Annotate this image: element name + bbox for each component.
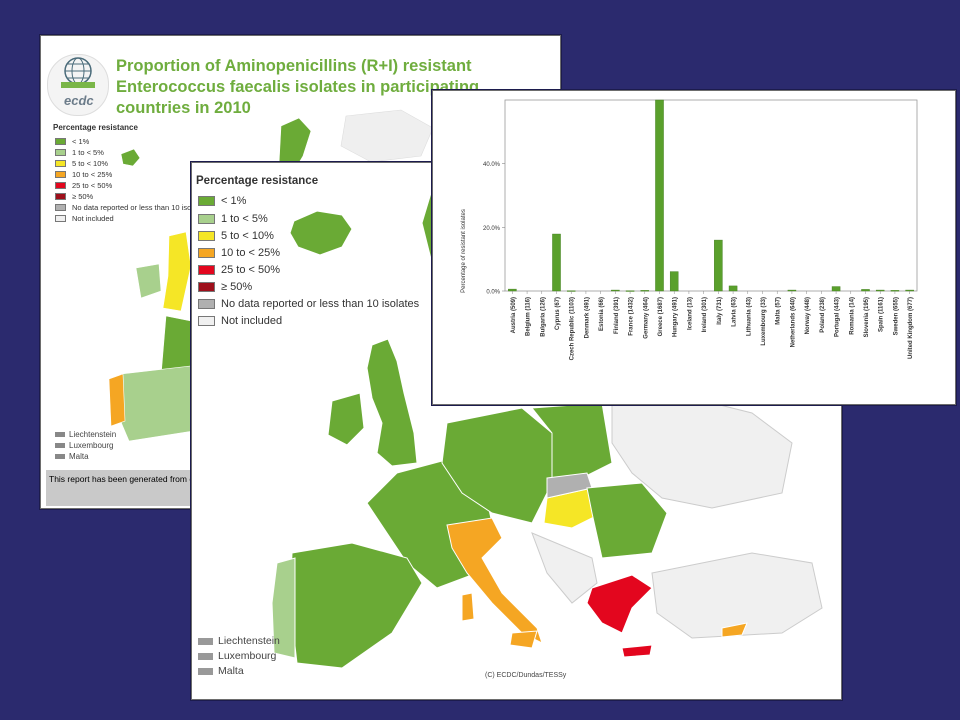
excluded-item: Liechtenstein	[55, 430, 116, 439]
germany-shape	[441, 407, 553, 524]
x-tick-label: Romania (14)	[849, 297, 855, 335]
x-tick-label: Finland (391)	[614, 297, 620, 334]
x-tick-label: Ireland (301)	[702, 297, 708, 332]
y-tick-label: 0.0%	[486, 290, 500, 296]
balkans-shape	[531, 532, 598, 604]
chart-bar	[611, 289, 620, 292]
iceland-shape	[120, 148, 141, 167]
ecdc-logo: ecdc	[47, 54, 109, 116]
x-tick-label: Austria (509)	[511, 297, 517, 333]
x-tick-label: Cyprus (67)	[555, 297, 561, 330]
ireland-shape	[327, 392, 365, 446]
logo-text: ecdc	[64, 93, 94, 108]
chart-bar	[669, 271, 679, 292]
spain-shape	[114, 365, 194, 442]
x-tick-label: Bulgaria (126)	[540, 297, 546, 337]
legend-item: < 1%	[198, 195, 246, 207]
turkey-shape	[651, 552, 823, 639]
bar-chart: Percentage of resistant isolates 0.0% 20.…	[461, 99, 918, 360]
chart-bar	[552, 233, 561, 292]
x-tick-label: Lithuania (43)	[746, 297, 752, 336]
excluded-item: Malta	[55, 452, 89, 461]
legend-item: 25 to < 50%	[198, 264, 280, 276]
x-tick-label: France (1432)	[629, 297, 635, 336]
chart-bar	[787, 289, 797, 292]
x-tick-label: Denmark (491)	[584, 297, 590, 338]
chart-bar	[508, 288, 517, 292]
ireland-shape	[135, 263, 162, 299]
small-legend-item: 1 to < 5%	[55, 148, 104, 157]
y-axis-label: Percentage of resistant isolates	[461, 209, 467, 293]
uk-shape	[162, 231, 192, 312]
romania-shape	[586, 482, 668, 559]
small-legend-item: 25 to < 50%	[55, 181, 112, 190]
x-tick-label: Czech Republic (1103)	[570, 297, 576, 360]
small-legend-item: 5 to < 10%	[55, 159, 108, 168]
chart-bar	[655, 99, 664, 292]
x-tick-label: Hungary (491)	[673, 297, 679, 337]
crete-shape	[621, 644, 653, 658]
x-tick-label: Germany (464)	[643, 297, 649, 339]
x-tick-label: Netherlands (640)	[790, 297, 796, 347]
x-tick-label: Sweden (655)	[893, 297, 899, 335]
chart-panel: Percentage of resistant isolates 0.0% 20.…	[432, 90, 956, 405]
russia-shape	[340, 109, 434, 163]
chart-bar	[905, 289, 914, 292]
chart-bar	[861, 289, 870, 292]
y-tick-label: 40.0%	[483, 162, 501, 168]
x-tick-label: Latvia (63)	[732, 297, 738, 327]
greece-shape	[586, 574, 653, 634]
legend-item: 10 to < 25%	[198, 247, 280, 259]
sicily-shape	[509, 630, 538, 649]
x-tick-label: Iceland (13)	[687, 297, 693, 330]
chart-bar	[831, 286, 841, 292]
x-tick-label: Malta (57)	[776, 297, 782, 325]
small-legend-item: No data reported or less than 10 isola	[55, 203, 197, 212]
x-tick-label: Belgium (116)	[526, 297, 532, 336]
back-map	[108, 109, 434, 442]
x-tick-label: Slovenia (195)	[864, 297, 870, 337]
legend-title: Percentage resistance	[196, 175, 319, 187]
x-tick-label: Poland (238)	[820, 297, 826, 333]
legend-item: Not included	[198, 315, 282, 327]
chart-bar	[714, 239, 723, 292]
small-legend-item: 10 to < 25%	[55, 170, 112, 179]
small-legend-item: ≥ 50%	[55, 192, 93, 201]
legend-item: 5 to < 10%	[198, 230, 274, 242]
excluded-item: Luxembourg	[198, 650, 276, 662]
italy-shape	[446, 517, 543, 644]
x-tick-label: Greece (1687)	[658, 297, 664, 336]
small-legend-title: Percentage resistance	[53, 123, 138, 132]
chart-bar	[728, 285, 738, 292]
y-tick-label: 20.0%	[483, 226, 501, 232]
x-tick-label: Spain (1161)	[879, 297, 885, 332]
sardinia-shape	[461, 592, 475, 622]
report-title: Proportion of Aminopenicillins (R+I) res…	[116, 57, 480, 117]
legend-item: 1 to < 5%	[198, 213, 268, 225]
excluded-item: Liechtenstein	[198, 635, 280, 647]
excluded-item: Luxembourg	[55, 441, 113, 450]
east-europe-shape	[611, 397, 793, 509]
cyprus-shape	[721, 622, 748, 638]
small-legend-item: Not included	[55, 214, 114, 223]
x-tick-label: Luxembourg (33)	[761, 297, 767, 346]
excluded-item: Malta	[198, 665, 244, 677]
globe-icon	[61, 57, 95, 88]
x-tick-label: Estonia (66)	[599, 297, 605, 331]
portugal-shape	[271, 557, 296, 659]
legend-item: ≥ 50%	[198, 281, 252, 293]
x-tick-label: Norway (448)	[805, 297, 811, 334]
uk-shape	[366, 338, 418, 467]
plot-area	[504, 99, 918, 292]
chart-bar	[875, 289, 885, 292]
x-tick-label: Portugal (443)	[835, 297, 841, 337]
legend-item: No data reported or less than 10 isolate…	[198, 298, 419, 310]
iceland-shape	[289, 210, 353, 256]
map-credit: (C) ECDC/Dundas/TESSy	[485, 672, 567, 679]
portugal-shape	[108, 373, 126, 427]
x-tick-label: Italy (731)	[717, 297, 723, 325]
small-legend-item: < 1%	[55, 137, 89, 146]
x-tick-label: United Kingdom (677)	[908, 297, 914, 359]
